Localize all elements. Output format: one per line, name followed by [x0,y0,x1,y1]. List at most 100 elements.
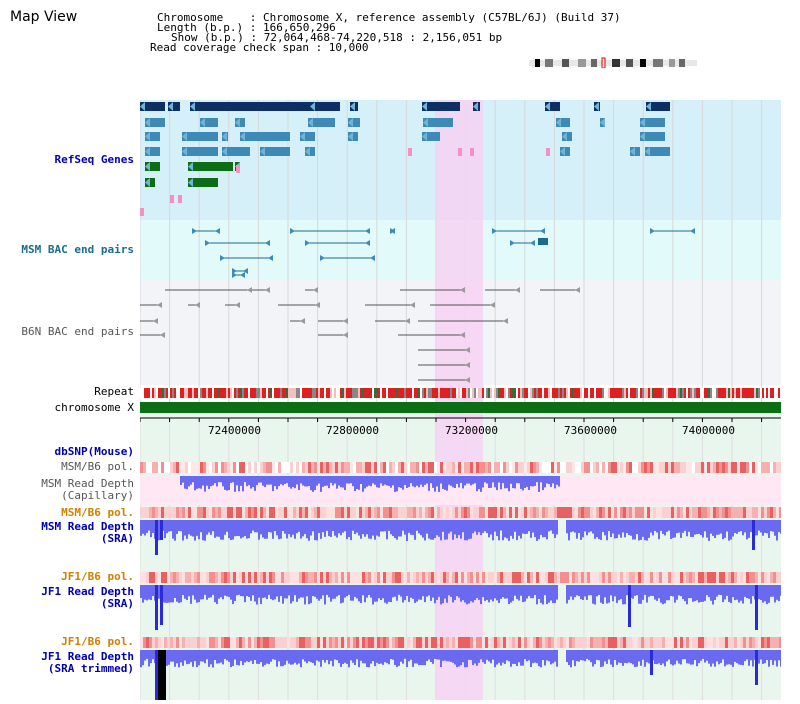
depth-bar [188,585,190,597]
pol-cell [197,462,200,473]
depth-bar [672,520,674,538]
depth-bar [408,520,410,533]
msm-bac-features[interactable] [192,228,695,278]
pol-cell [680,572,683,583]
depth-bar [314,650,316,666]
repeat-segment [270,388,272,398]
coverage-span-info: Read coverage check span : 10,000 [150,41,369,54]
pol-cell [578,462,581,473]
repeat-segment [480,388,482,398]
depth-bar [302,585,304,598]
depth-bar [230,520,232,541]
gene-arrow [182,132,187,141]
track-label-jf1-pol-1[interactable]: JF1/B6 pol. [61,570,134,583]
depth-bar [368,520,370,539]
depth-bar [466,476,468,484]
depth-bar [676,650,678,661]
depth-bar [760,520,762,533]
pol-cell [404,462,407,473]
depth-bar [372,476,374,484]
depth-bar [190,520,192,536]
read-depth-tracks[interactable] [140,475,782,700]
repeat-track[interactable] [140,388,782,398]
track-label-msm-bac-end-pairs[interactable]: MSM BAC end pairs [21,243,134,256]
depth-bar [504,520,506,538]
pol-cell [569,507,572,518]
pol-cell [497,507,500,518]
track-label-jf1-depth-trimmed[interactable]: JF1 Read Depth [41,650,134,663]
genome-viewer[interactable]: 72400000 72800000 73200000 73600000 74000000 [139,0,782,700]
b6n-bac-features[interactable] [140,287,580,383]
depth-bar [478,520,480,533]
depth-bar [260,520,262,535]
track-label-jf1-pol-2[interactable]: JF1/B6 pol. [61,635,134,648]
chromosome-bar[interactable] [140,402,781,413]
pol-cell [155,572,158,583]
depth-bar [616,520,618,539]
gene-arrow [190,102,195,111]
depth-bar [720,520,722,534]
pol-cell [398,507,401,518]
track-label-chromosome[interactable]: chromosome X [54,401,134,414]
depth-bar [314,585,316,597]
depth-bar [686,585,688,605]
track-label-jf1-depth-sra[interactable]: JF1 Read Depth [41,585,134,598]
pol-cell [593,462,596,473]
depth-bar [404,650,406,659]
track-label-msm-pol-1[interactable]: MSM/B6 pol. [61,460,134,473]
repeat-segment [374,388,376,398]
track-label-refseq-genes[interactable]: RefSeq Genes [54,153,134,166]
depth-bar [450,585,452,597]
depth-bar [398,476,400,488]
depth-bar [552,650,554,664]
depth-bar [656,520,658,533]
depth-bar [518,476,520,484]
depth-bar [200,520,202,533]
depth-bar [226,585,228,597]
depth-bar [384,520,386,532]
repeat-segment [298,388,300,398]
depth-bar [394,476,396,492]
depth-bar [466,585,468,605]
selection-highlight[interactable] [435,0,483,700]
depth-bar [774,520,776,536]
repeat-segment [160,388,162,398]
repeat-segment [544,388,546,398]
depth-bar [258,650,260,664]
pol-cell [191,637,194,648]
pol-cell [542,572,545,583]
polymorphism-tracks[interactable] [140,462,782,648]
pol-cell [215,462,218,473]
pol-cell [614,637,617,648]
pol-cell [443,572,446,583]
pol-cell [485,572,488,583]
depth-bar [364,520,366,537]
depth-bar [540,476,542,483]
chromosome-ideogram[interactable] [529,53,697,69]
depth-bar [714,520,716,539]
pol-cell [431,462,434,473]
repeat-segment [630,388,632,398]
pol-cell [551,637,554,648]
depth-bar [570,650,572,668]
pol-cell [173,507,176,518]
app-title: Map View [10,9,78,25]
depth-bar [648,520,650,538]
refseq-gene-features[interactable] [140,102,670,216]
track-label-msm-pol-2[interactable]: MSM/B6 pol. [61,506,134,519]
pol-cell [725,637,728,648]
pol-cell [752,637,755,648]
depth-bar [410,650,412,660]
depth-bar [152,650,154,660]
depth-bar [700,585,702,602]
repeat-segment [268,388,270,398]
repeat-segment [546,388,548,398]
pol-cell [776,507,779,518]
track-label-b6n-bac-end-pairs[interactable]: B6N BAC end pairs [21,325,134,338]
track-label-repeat[interactable]: Repeat [94,385,134,398]
track-label-msm-depth-capillary[interactable]: MSM Read Depth [41,477,134,490]
track-label-msm-depth-sra[interactable]: MSM Read Depth [41,520,134,533]
depth-bar [478,476,480,490]
track-label-dbsnp[interactable]: dbSNP(Mouse) [54,445,134,458]
repeat-segment [442,388,444,398]
